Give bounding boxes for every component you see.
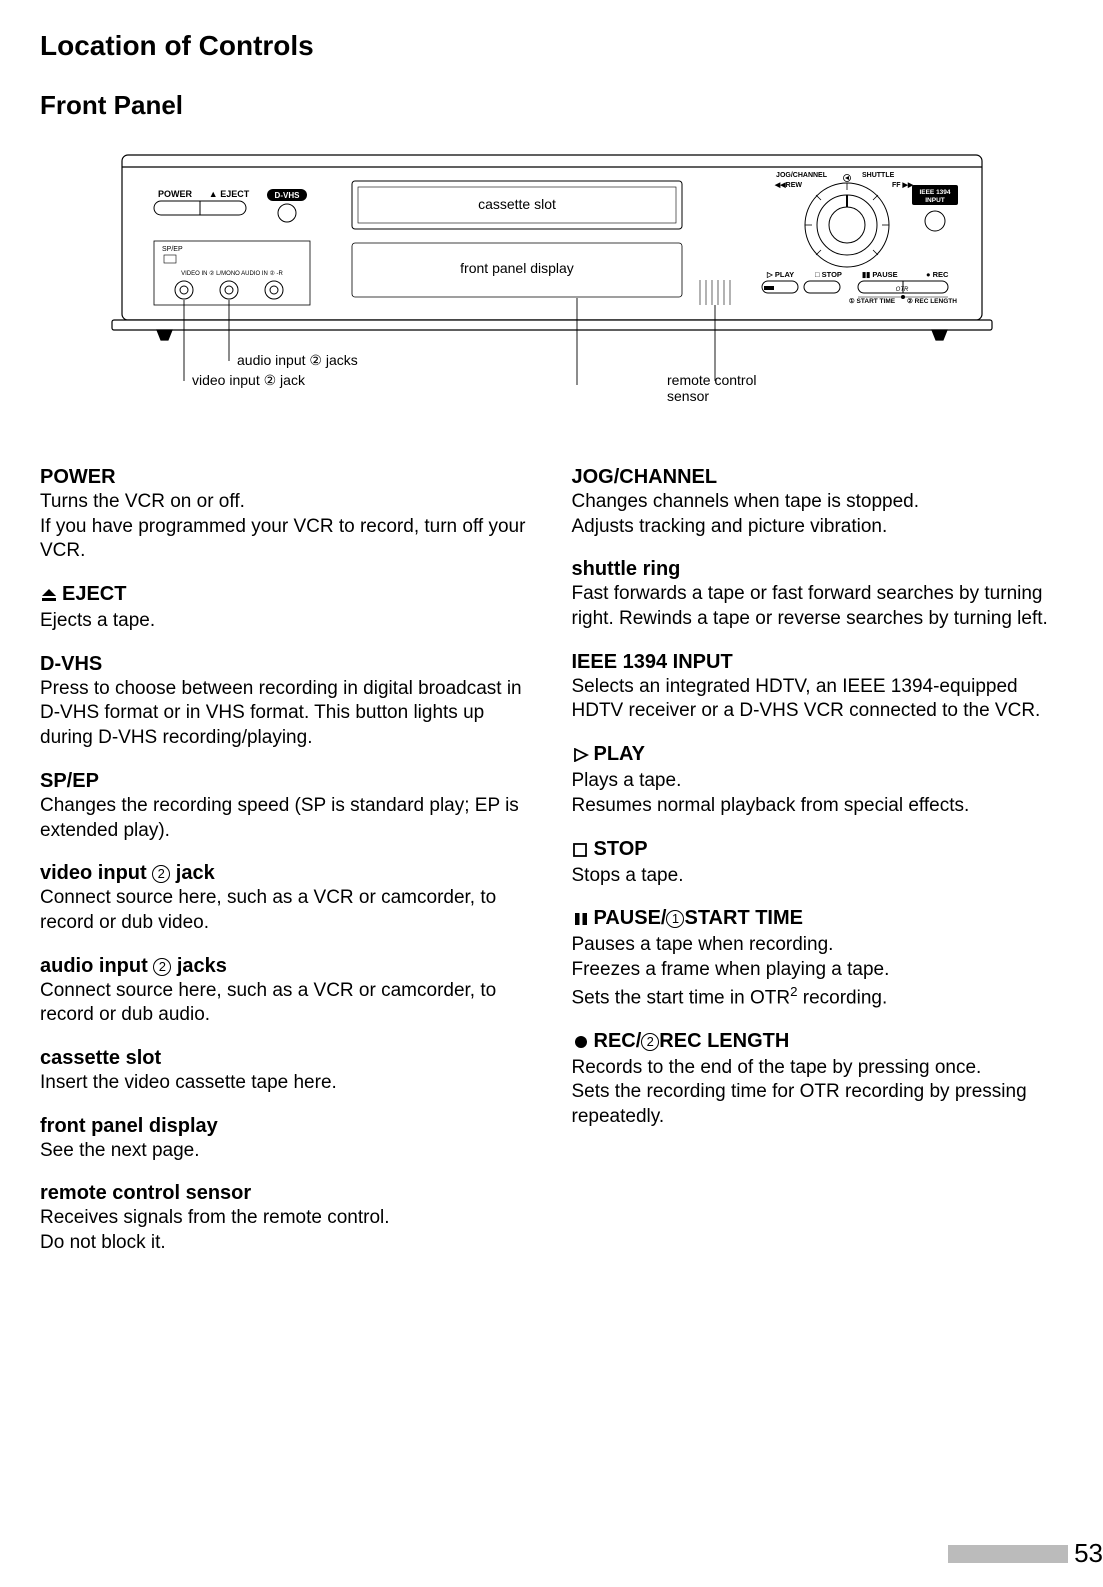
label-otr: OTR: [895, 287, 908, 293]
entry-body: Turns the VCR on or off.If you have prog…: [40, 490, 532, 564]
entry-body: Connect source here, such as a VCR or ca…: [40, 886, 532, 935]
entry: shuttle ringFast forwards a tape or fast…: [572, 557, 1064, 631]
entry: PLAYPlays a tape.Resumes normal playback…: [572, 742, 1064, 818]
label-start-time: ① START TIME: [848, 297, 895, 305]
label-dvhs: D-VHS: [274, 191, 300, 200]
entry: video input 2 jackConnect source here, s…: [40, 861, 532, 935]
entry: SP/EPChanges the recording speed (SP is …: [40, 769, 532, 843]
entry-title: video input 2 jack: [40, 861, 532, 886]
entry-body: Pauses a tape when recording.Freezes a f…: [572, 933, 1064, 1010]
label-jog: JOG/CHANNEL: [776, 172, 828, 179]
label-ieee1: IEEE 1394: [919, 189, 950, 196]
rec-icon: [572, 1035, 590, 1049]
label-power: POWER: [157, 189, 192, 199]
page-bar: [948, 1545, 1068, 1563]
entry-body: Stops a tape.: [572, 864, 1064, 889]
entry: remote control sensorReceives signals fr…: [40, 1181, 532, 1255]
entry-body: Insert the video cassette tape here.: [40, 1071, 532, 1096]
entry-title: JOG/CHANNEL: [572, 465, 1064, 490]
entry-body: Changes channels when tape is stopped.Ad…: [572, 490, 1064, 539]
entry: audio input 2 jacksConnect source here, …: [40, 954, 532, 1028]
entry-title: cassette slot: [40, 1046, 532, 1071]
diagram-container: POWER ▲ EJECT D-VHS cassette slot SP/EP …: [40, 145, 1063, 405]
label-spep: SP/EP: [162, 246, 183, 253]
page-title: Location of Controls: [40, 30, 1063, 62]
entry-body: Receives signals from the remote control…: [40, 1206, 532, 1255]
entry: cassette slotInsert the video cassette t…: [40, 1046, 532, 1096]
entry: EJECTEjects a tape.: [40, 582, 532, 634]
entry-title: D-VHS: [40, 652, 532, 677]
entry: front panel displaySee the next page.: [40, 1114, 532, 1164]
label-stop: □ STOP: [815, 270, 842, 279]
entry-title: POWER: [40, 465, 532, 490]
entry: STOPStops a tape.: [572, 837, 1064, 889]
entry-title: REC/2REC LENGTH: [572, 1029, 1064, 1056]
entry-body: Press to choose between recording in dig…: [40, 677, 532, 751]
entry: D-VHSPress to choose between recording i…: [40, 652, 532, 751]
entry-title: SP/EP: [40, 769, 532, 794]
label-shuttle: SHUTTLE: [862, 172, 895, 179]
stop-icon: [572, 843, 590, 857]
callout-audio-input: audio input ② jacks: [237, 352, 358, 368]
entry: JOG/CHANNELChanges channels when tape is…: [572, 465, 1064, 539]
label-ieee2: INPUT: [925, 197, 945, 204]
entry: REC/2REC LENGTHRecords to the end of the…: [572, 1029, 1064, 1130]
entry: POWERTurns the VCR on or off.If you have…: [40, 465, 532, 564]
play-icon: [572, 748, 590, 762]
callout-remote-sensor2: sensor: [667, 388, 709, 404]
label-rec: ● REC: [926, 270, 949, 279]
label-play: ▷ PLAY: [766, 270, 794, 279]
entry-body: Selects an integrated HDTV, an IEEE 1394…: [572, 675, 1064, 724]
entry-title: EJECT: [40, 582, 532, 609]
entry-title: remote control sensor: [40, 1181, 532, 1206]
label-ff: FF ▶▶: [892, 182, 914, 189]
entry-title: PAUSE/1START TIME: [572, 906, 1064, 933]
callout-remote-sensor1: remote control: [667, 372, 756, 388]
entry-body: Plays a tape.Resumes normal playback fro…: [572, 769, 1064, 818]
callout-video-input: video input ② jack: [192, 372, 306, 388]
label-pause: ▮▮ PAUSE: [862, 270, 898, 279]
right-column: JOG/CHANNELChanges channels when tape is…: [572, 465, 1064, 1274]
entry-title: audio input 2 jacks: [40, 954, 532, 979]
entry-body: Ejects a tape.: [40, 609, 532, 634]
entry-body: Records to the end of the tape by pressi…: [572, 1056, 1064, 1130]
page-subtitle: Front Panel: [40, 90, 1063, 121]
entry-title: IEEE 1394 INPUT: [572, 650, 1064, 675]
description-columns: POWERTurns the VCR on or off.If you have…: [40, 465, 1063, 1274]
front-panel-diagram: POWER ▲ EJECT D-VHS cassette slot SP/EP …: [102, 145, 1002, 405]
entry-body: See the next page.: [40, 1139, 532, 1164]
entry-title: PLAY: [572, 742, 1064, 769]
pause-icon: [572, 912, 590, 926]
entry-body: Fast forwards a tape or fast forward sea…: [572, 582, 1064, 631]
callout-cassette-slot: cassette slot: [478, 196, 556, 212]
entry-body: Changes the recording speed (SP is stand…: [40, 794, 532, 843]
label-eject: ▲ EJECT: [208, 189, 249, 199]
eject-icon: [40, 588, 58, 602]
entry-body: Connect source here, such as a VCR or ca…: [40, 979, 532, 1028]
page-footer: 53: [948, 1538, 1103, 1569]
callout-front-panel-display: front panel display: [460, 260, 574, 276]
entry-title: front panel display: [40, 1114, 532, 1139]
page-number: 53: [1074, 1538, 1103, 1569]
label-video-in: VIDEO IN ② L/MONO AUDIO IN ② -R: [181, 270, 283, 277]
label-rew: ◀◀REW: [773, 182, 802, 189]
entry: PAUSE/1START TIMEPauses a tape when reco…: [572, 906, 1064, 1010]
entry-title: shuttle ring: [572, 557, 1064, 582]
left-column: POWERTurns the VCR on or off.If you have…: [40, 465, 532, 1274]
label-rec-length: ② REC LENGTH: [907, 297, 957, 305]
entry-title: STOP: [572, 837, 1064, 864]
entry: IEEE 1394 INPUTSelects an integrated HDT…: [572, 650, 1064, 724]
